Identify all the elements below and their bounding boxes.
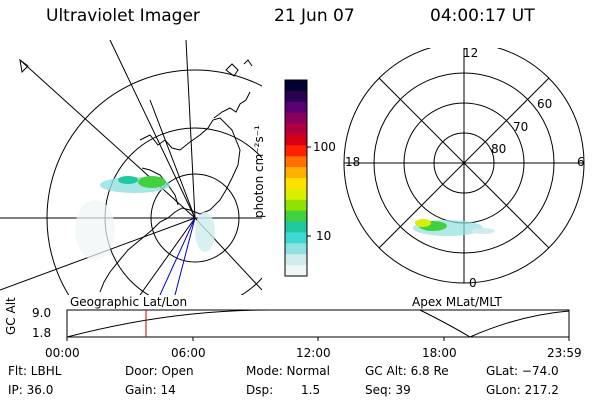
lon-line — [19, 59, 196, 219]
lon-line — [109, 40, 196, 219]
colorbar-label: photon cm⁻²s⁻¹ — [252, 125, 266, 218]
lon-line — [185, 40, 196, 219]
colorbar-stop — [285, 188, 307, 201]
lon-line — [139, 217, 196, 295]
blue-line — [174, 217, 196, 295]
glon-status: GLon: 217.2 — [486, 383, 559, 397]
colorbar-stop — [285, 167, 307, 179]
gain-status: Gain: 14 — [125, 383, 176, 397]
orbit-timeline — [66, 309, 570, 341]
colorbar-stop — [285, 101, 307, 114]
colorbar-tick: 100 — [313, 140, 336, 154]
mlat-label: 70 — [513, 120, 529, 134]
coastline — [19, 58, 29, 74]
time-label: 04:00:17 UT — [430, 6, 535, 26]
mlat-label: 80 — [491, 142, 507, 156]
timeline-xtick: 12:00 — [296, 346, 331, 360]
dsp-value: 1.5 — [301, 383, 321, 397]
timeline-xtick: 18:00 — [422, 346, 457, 360]
timeline-xtick: 23:59 — [547, 346, 582, 360]
colorbar-stop — [285, 254, 307, 266]
glat-status: GLat: −74.0 — [486, 364, 559, 378]
colorbar-stop — [285, 243, 307, 255]
lon-line — [149, 99, 196, 219]
mlt-label: 12 — [463, 46, 479, 60]
door-status: Door: Open — [125, 364, 194, 378]
left-map-label: Geographic Lat/Lon — [70, 295, 188, 309]
timeline-ylabel: GC Alt — [4, 297, 18, 335]
mlat-label: 60 — [537, 97, 553, 111]
colorbar-stop — [285, 123, 307, 135]
colorbar-stop — [285, 178, 307, 190]
mode-status: Mode: Normal — [246, 364, 330, 378]
timeline-xtick: 06:00 — [171, 346, 206, 360]
colorbar-stop — [285, 80, 307, 92]
timeline-ytick: 9.0 — [32, 306, 52, 320]
colorbar-stop — [285, 90, 307, 103]
dsp-label: Dsp: — [246, 383, 274, 397]
colorbar-tick: 10 — [316, 229, 332, 243]
colorbar — [284, 79, 311, 277]
colorbar-stop — [285, 112, 307, 125]
filter-status: Flt: LBHL — [8, 364, 62, 378]
app-title: Ultraviolet Imager — [46, 6, 200, 26]
colorbar-stop — [285, 232, 307, 244]
geographic-map — [0, 40, 262, 295]
coastline — [213, 91, 251, 119]
colorbar-stop — [285, 210, 307, 223]
timeline-ytick: 1.8 — [32, 326, 52, 340]
altitude-curve — [66, 309, 570, 338]
coastline — [99, 117, 241, 293]
colorbar-stop — [285, 221, 307, 233]
colorbar-stop — [285, 145, 307, 157]
ip-status: IP: 36.0 — [8, 383, 54, 397]
aurora-emission — [75, 176, 215, 260]
colorbar-stop — [285, 134, 307, 146]
colorbar-stop — [285, 265, 307, 277]
colorbar-stop — [285, 156, 307, 168]
mlt-line — [378, 77, 550, 249]
right-map-label: Apex MLat/MLT — [412, 295, 502, 309]
date-label: 21 Jun 07 — [274, 6, 355, 26]
aurora-emission — [413, 219, 495, 236]
coastline — [243, 59, 253, 67]
mlt-label: 6 — [577, 155, 585, 169]
gc-alt-status: GC Alt: 6.8 Re — [365, 364, 449, 378]
mlt-label: 18 — [345, 155, 361, 169]
colorbar-stop — [285, 199, 307, 212]
blue-line — [159, 217, 196, 295]
coastline — [225, 63, 239, 77]
mlt-label: 0 — [469, 276, 477, 290]
timeline-xtick: 00:00 — [45, 346, 80, 360]
apex-polar-plot — [343, 48, 585, 284]
seq-status: Seq: 39 — [365, 383, 411, 397]
